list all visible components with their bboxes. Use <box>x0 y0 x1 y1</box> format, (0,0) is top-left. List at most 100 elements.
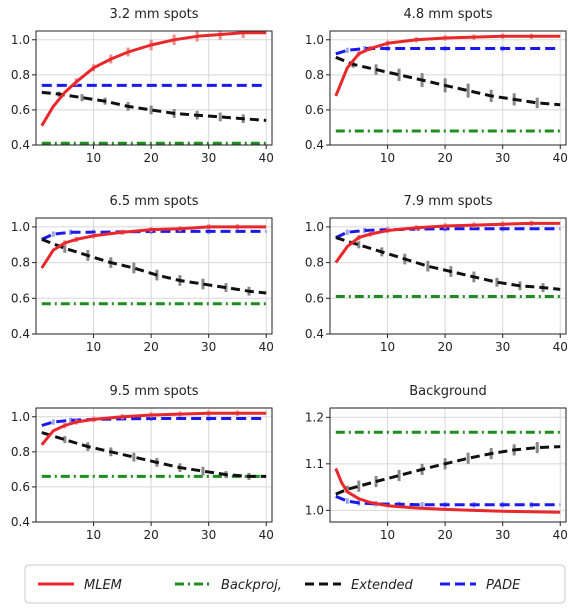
x-tick-label: 20 <box>437 528 452 542</box>
line-pade <box>41 229 267 241</box>
x-tick-label: 10 <box>86 340 101 354</box>
series-mlem <box>40 224 267 269</box>
y-tick-label: 0.8 <box>305 68 324 82</box>
series-extended <box>335 236 561 293</box>
y-tick-label: 1.0 <box>305 503 324 517</box>
y-tick-label: 0.4 <box>11 327 30 341</box>
x-tick-label: 30 <box>495 151 510 165</box>
line-mlem <box>40 225 267 269</box>
x-tick-label: 40 <box>259 151 274 165</box>
panel-4-8-mm-spots: 10 20 30 40 0.4 0.6 0.8 1.0 4.8 mm spots <box>305 7 568 165</box>
y-tick-label: 0.8 <box>11 445 30 459</box>
legend-label-extended: Extended <box>351 578 413 593</box>
panel-title: 7.9 mm spots <box>403 194 492 209</box>
series-mlem <box>40 31 267 127</box>
panel-title: 9.5 mm spots <box>109 384 198 399</box>
x-tick-label: 20 <box>143 340 158 354</box>
y-tick-label: 1.0 <box>305 33 324 47</box>
line-pade <box>335 495 561 507</box>
y-tick-label: 1.1 <box>305 457 324 471</box>
series-pade <box>335 495 561 508</box>
y-tick-label: 0.6 <box>11 480 30 494</box>
line-extended <box>41 238 267 295</box>
y-tick-label: 1.0 <box>11 33 30 47</box>
line-mlem <box>334 221 561 264</box>
x-tick-label: 40 <box>259 340 274 354</box>
axes-frame <box>35 407 273 523</box>
x-tick-label: 40 <box>553 528 568 542</box>
panel-6-5-mm-spots: 10 20 30 40 0.4 0.6 0.8 1.0 6.5 mm spots <box>11 194 274 354</box>
y-tick-label: 0.4 <box>305 327 324 341</box>
y-tick-label: 0.8 <box>305 256 324 270</box>
x-tick-label: 10 <box>86 151 101 165</box>
line-pade <box>335 47 561 56</box>
legend-label-pade: PADE <box>486 578 521 593</box>
x-tick-label: 10 <box>86 528 101 542</box>
series-extended <box>41 431 267 480</box>
series-extended <box>335 55 561 109</box>
y-tick-label: 1.0 <box>11 220 30 234</box>
panel-7-9-mm-spots: 10 20 30 40 0.4 0.6 0.8 1.0 7.9 mm spots <box>305 194 568 354</box>
x-tick-label: 20 <box>437 151 452 165</box>
x-tick-label: 30 <box>201 151 216 165</box>
axes-frame <box>35 30 273 146</box>
x-tick-label: 30 <box>495 340 510 354</box>
line-mlem <box>40 31 267 127</box>
legend: MLEM Backproj, Extended PADE <box>24 564 566 604</box>
series-mlem <box>334 220 561 264</box>
x-tick-label: 40 <box>553 151 568 165</box>
x-tick-label: 20 <box>143 151 158 165</box>
y-tick-label: 0.6 <box>11 291 30 305</box>
axes-frame <box>329 407 567 523</box>
y-tick-label: 0.8 <box>11 256 30 270</box>
y-tick-label: 1.2 <box>305 410 324 424</box>
y-tick-label: 0.4 <box>11 138 30 152</box>
series-mlem <box>334 33 561 97</box>
x-tick-label: 30 <box>201 340 216 354</box>
line-extended <box>335 236 561 291</box>
y-tick-label: 0.6 <box>305 291 324 305</box>
line-extended <box>335 55 561 107</box>
legend-label-backproj: Backproj, <box>221 578 282 593</box>
panel-3-2-mm-spots: 10 20 30 40 0.4 0.6 0.8 1.0 3.2 mm spots <box>11 7 274 165</box>
y-tick-label: 0.6 <box>11 103 30 117</box>
x-tick-label: 20 <box>143 528 158 542</box>
panel-background: 10 20 30 40 1.0 1.1 1.2 Background <box>305 384 568 542</box>
panel-title: 6.5 mm spots <box>109 194 198 209</box>
y-tick-label: 0.8 <box>11 68 30 82</box>
panel-title: 3.2 mm spots <box>109 7 198 22</box>
x-tick-label: 10 <box>380 528 395 542</box>
series-mlem <box>40 410 267 446</box>
panel-title: Background <box>409 384 487 399</box>
series-pade <box>335 45 561 56</box>
axes-frame <box>35 217 273 335</box>
line-extended <box>335 445 561 496</box>
series-extended <box>41 90 267 124</box>
series-extended <box>41 238 267 296</box>
series-extended <box>335 441 561 496</box>
series-mlem <box>334 467 561 514</box>
line-mlem <box>40 411 267 446</box>
x-tick-label: 10 <box>380 340 395 354</box>
x-tick-label: 20 <box>437 340 452 354</box>
panel-9-5-mm-spots: 10 20 30 40 0.4 0.6 0.8 1.0 9.5 mm spots <box>11 384 274 542</box>
line-mlem <box>334 34 561 97</box>
line-extended <box>41 90 267 122</box>
y-tick-label: 0.6 <box>305 103 324 117</box>
x-tick-label: 30 <box>201 528 216 542</box>
y-tick-label: 0.4 <box>11 515 30 529</box>
y-tick-label: 0.4 <box>305 138 324 152</box>
axes-frame <box>329 217 567 335</box>
y-tick-label: 1.0 <box>11 410 30 424</box>
legend-label-mlem: MLEM <box>84 578 122 593</box>
x-tick-label: 40 <box>553 340 568 354</box>
panel-title: 4.8 mm spots <box>403 7 492 22</box>
legend-frame <box>24 564 566 604</box>
line-extended <box>41 431 267 478</box>
x-tick-label: 10 <box>380 151 395 165</box>
y-tick-label: 1.0 <box>305 220 324 234</box>
line-mlem <box>334 467 561 514</box>
x-tick-label: 30 <box>495 528 510 542</box>
axes-frame <box>329 30 567 146</box>
